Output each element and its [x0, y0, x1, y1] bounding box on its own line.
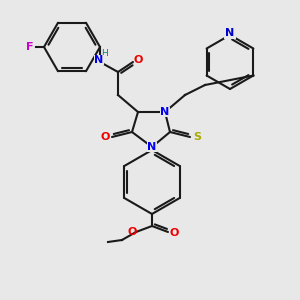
Text: F: F	[26, 42, 34, 52]
Text: N: N	[147, 142, 157, 152]
Text: N: N	[225, 28, 235, 38]
Text: H: H	[100, 50, 107, 58]
Text: N: N	[94, 55, 103, 65]
Text: O: O	[127, 227, 137, 237]
Text: O: O	[100, 132, 110, 142]
Text: N: N	[160, 107, 169, 117]
Text: O: O	[169, 228, 179, 238]
Text: S: S	[193, 132, 201, 142]
Text: O: O	[133, 55, 143, 65]
